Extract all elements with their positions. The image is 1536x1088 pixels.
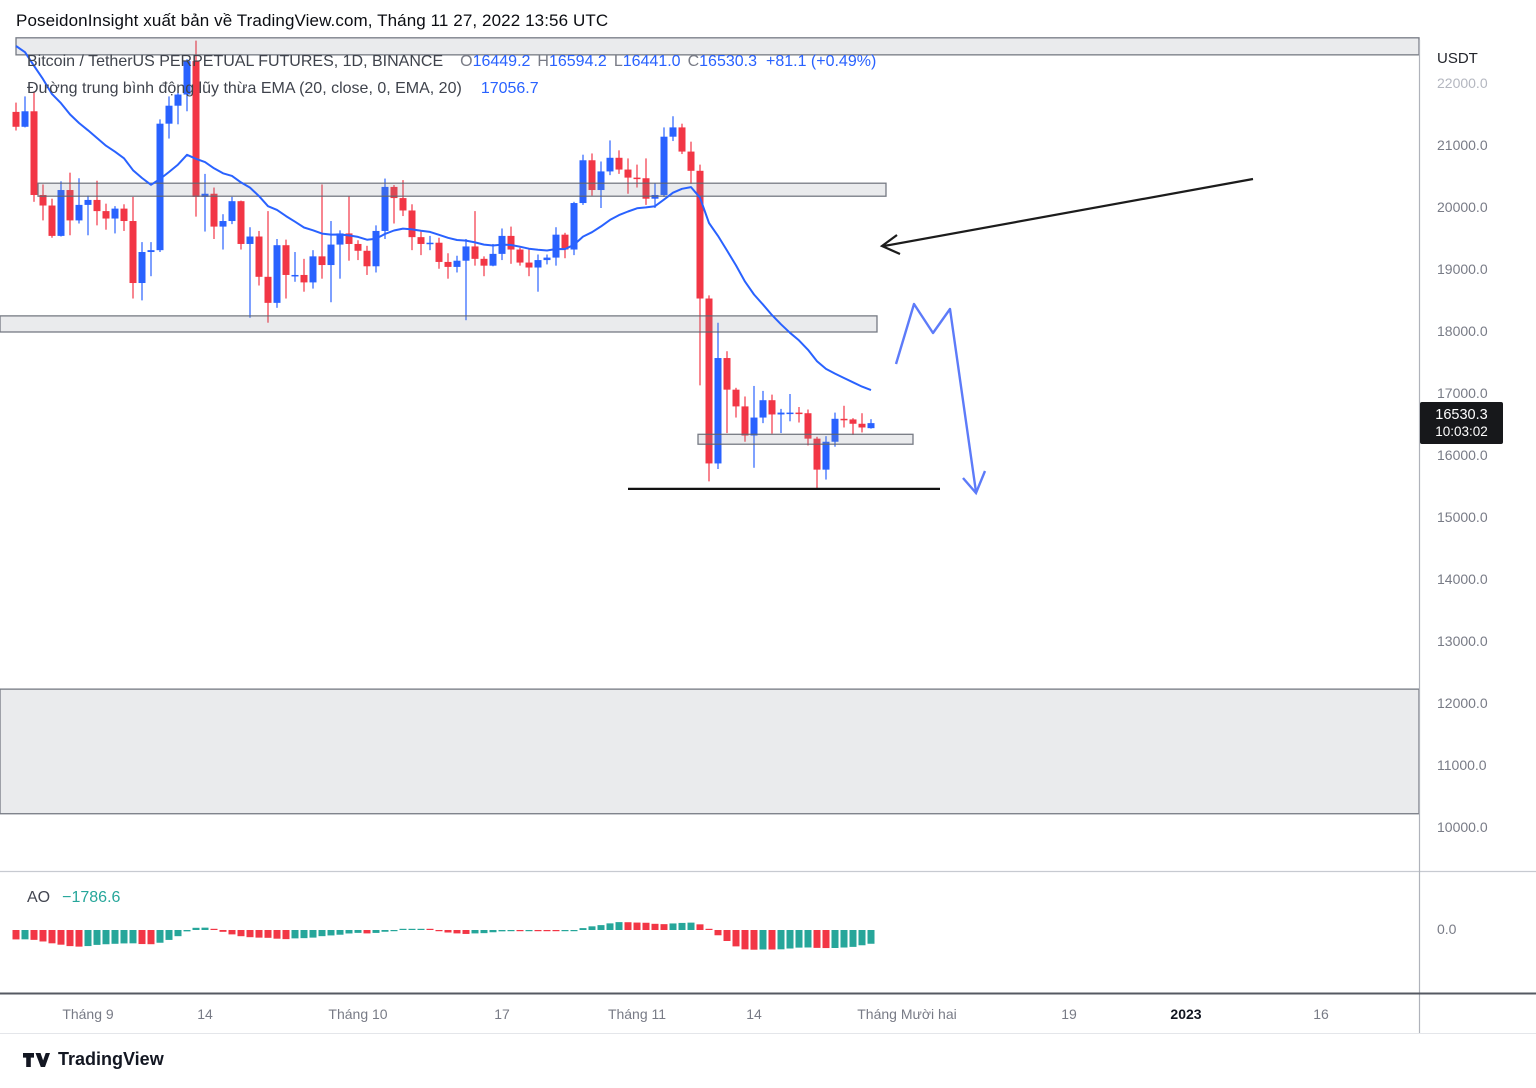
time-tick-label: Tháng 11 <box>607 1006 667 1022</box>
tradingview-brand-text: TradingView <box>58 1049 164 1069</box>
price-tick-label: 19000.0 <box>1437 261 1488 277</box>
price-tick-label: 13000.0 <box>1437 633 1488 649</box>
publish-byline: PoseidonInsight xuất bản về TradingView.… <box>16 11 609 30</box>
ema20-line <box>15 45 872 392</box>
price-tick-label: 16000.0 <box>1437 447 1488 463</box>
zone-resistance-zone-20300 <box>37 182 887 197</box>
high-label: H <box>537 53 549 70</box>
time-tick-label: 2023 <box>1170 1006 1202 1022</box>
zone-support-zone-16300 <box>697 433 914 445</box>
open-value: 16449.2 <box>472 53 531 70</box>
price-axis-currency-label: USDT <box>1437 50 1478 67</box>
last-price-value: 16530.3 <box>1435 406 1488 423</box>
time-tick-label: 16 <box>1313 1006 1329 1022</box>
time-tick-label: 17 <box>494 1006 510 1022</box>
price-tick-label: 10000.0 <box>1437 819 1488 835</box>
price-tick-label: 12000.0 <box>1437 695 1488 711</box>
ao-value: −1786.6 <box>62 889 121 906</box>
zone-demand-zone-11000 <box>0 688 1420 815</box>
ao-zero-tick-label: 0.0 <box>1437 921 1457 937</box>
close-value: 16530.3 <box>699 53 757 70</box>
low-label: L <box>613 53 623 70</box>
price-tick-label: 14000.0 <box>1437 571 1488 587</box>
time-tick-label: 14 <box>197 1006 213 1022</box>
zone-resistance-zone-18100 <box>0 315 878 333</box>
high-value: 16594.2 <box>548 53 607 70</box>
ema-indicator-legend[interactable]: Đường trung bình động lũy thừa EMA (20, … <box>27 80 539 98</box>
price-tick-label: 11000.0 <box>1437 757 1487 773</box>
price-tick-label: 21000.0 <box>1437 137 1488 153</box>
close-label: C <box>687 53 700 70</box>
time-tick-label: Tháng 9 <box>62 1006 114 1022</box>
ema-value: 17056.7 <box>480 80 539 97</box>
time-tick-label: 19 <box>1061 1006 1077 1022</box>
time-tick-label: Tháng 10 <box>328 1006 388 1022</box>
bar-countdown: 10:03:02 <box>1435 423 1488 439</box>
tradingview-attribution[interactable]: TradingView <box>22 1049 164 1070</box>
symbol-legend[interactable]: Bitcoin / TetherUS PERPETUAL FUTURES, 1D… <box>27 53 876 71</box>
trend-arrow-black-head <box>879 234 901 256</box>
price-tick-label: 22000.0 <box>1437 75 1488 91</box>
change-value: +81.1 (+0.49%) <box>765 53 877 70</box>
ao-indicator-legend[interactable]: AO −1786.6 <box>27 889 120 907</box>
tradingview-logo-icon <box>23 1052 50 1067</box>
projection-arrow-blue-head <box>962 470 987 496</box>
open-label: O <box>460 53 473 70</box>
trend-arrow-black <box>883 177 1254 248</box>
last-price-badge: 16530.3 10:03:02 <box>1420 402 1503 444</box>
price-tick-label: 18000.0 <box>1437 323 1488 339</box>
price-tick-label: 15000.0 <box>1437 509 1488 525</box>
time-tick-label: Tháng Mười hai <box>857 1006 957 1022</box>
ao-label: AO <box>27 889 51 906</box>
price-tick-label: 17000.0 <box>1437 385 1488 401</box>
low-value: 16441.0 <box>622 53 681 70</box>
symbol-title: Bitcoin / TetherUS PERPETUAL FUTURES, 1D… <box>27 53 444 70</box>
time-tick-label: 14 <box>746 1006 762 1022</box>
price-tick-label: 20000.0 <box>1437 199 1488 215</box>
projection-arrow-blue <box>894 302 978 493</box>
ema-title: Đường trung bình động lũy thừa EMA (20, … <box>27 80 462 97</box>
